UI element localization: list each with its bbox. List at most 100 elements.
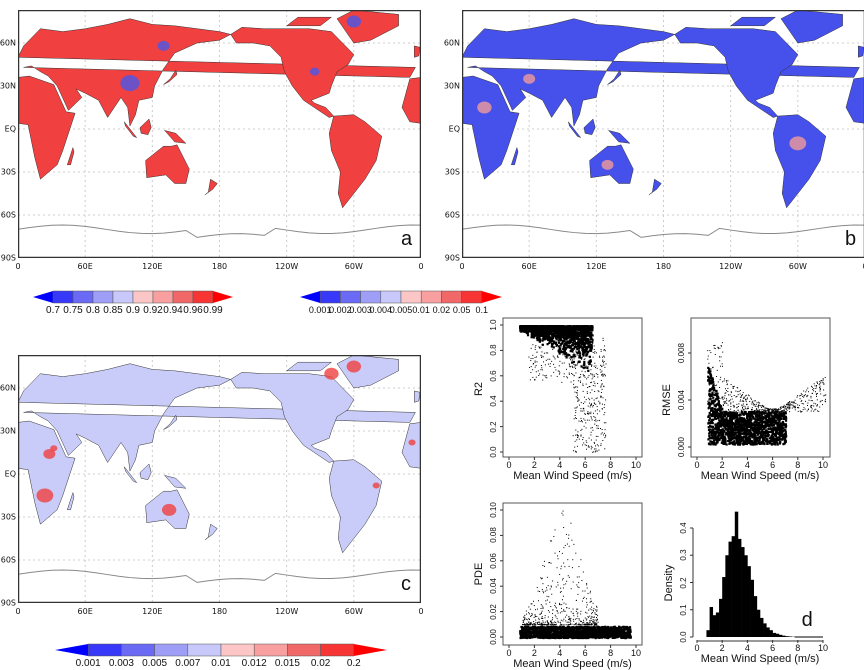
scatter-point [601, 349, 602, 350]
scatter-point [540, 325, 542, 327]
scatter-point [573, 354, 575, 356]
scatter-point [545, 326, 547, 328]
scatter-point [778, 409, 779, 410]
scatter-point [537, 328, 539, 330]
scatter-point [563, 351, 565, 353]
scatter-point [569, 327, 571, 329]
scatter-point [532, 329, 534, 331]
scatter-point [590, 325, 592, 327]
scatter-point [777, 429, 779, 431]
scatter-point [728, 420, 730, 422]
scatter-point [749, 412, 751, 414]
scatter-point [773, 439, 775, 441]
scatter-point [580, 340, 582, 342]
scatter-point [567, 326, 569, 328]
scatter-point [758, 428, 760, 430]
scatter-point [576, 352, 577, 353]
scatter-point [581, 341, 583, 343]
scatter-point [576, 636, 578, 638]
scatter-point [562, 326, 564, 328]
scatter-point [548, 342, 550, 344]
scatter-point [787, 404, 788, 405]
scatter-point [591, 630, 593, 632]
scatter-point [753, 412, 755, 414]
scatter-point [534, 380, 535, 381]
scatter-point [523, 327, 525, 329]
scatter-point [750, 427, 752, 429]
scatter-point [570, 628, 572, 630]
scatter-point [758, 437, 760, 439]
scatter-point [723, 422, 725, 424]
scatter-point [741, 419, 743, 421]
scatter-point [578, 325, 580, 327]
scatter-point [718, 425, 720, 427]
scatter-point [782, 427, 784, 429]
scatter-point [717, 436, 719, 438]
lon-label: 60E [522, 262, 537, 271]
scatter-point [534, 330, 536, 332]
scatter-point [553, 633, 555, 635]
scatter-point [775, 413, 777, 415]
scatter-point [820, 386, 821, 387]
scatter-point [755, 438, 757, 440]
scatter-point [521, 325, 523, 327]
scatter-point [758, 429, 760, 431]
scatter-point [709, 380, 711, 382]
scatter-point [594, 443, 595, 444]
scatter-point [739, 420, 741, 422]
scatter-point [582, 325, 584, 327]
scatter-point [554, 330, 556, 332]
scatter-point [584, 338, 586, 340]
scatter-point [567, 626, 569, 628]
scatter-point [578, 630, 580, 632]
scatter-point [752, 436, 754, 438]
scatter-point [566, 630, 568, 632]
scatter-point [588, 328, 590, 330]
scatter-point [558, 637, 560, 639]
scatter-point [779, 413, 781, 415]
scatter-point [558, 636, 560, 638]
scatter-point [590, 325, 592, 327]
scatter-point [711, 419, 713, 421]
scatter-point [825, 394, 826, 395]
scatter-point [535, 327, 537, 329]
scatter-point [535, 627, 537, 629]
scatter-point [749, 438, 751, 440]
scatter-point [536, 628, 538, 630]
y-tick-label: 1.0 [489, 319, 498, 330]
scatter-point [559, 630, 561, 632]
scatter-point [713, 394, 715, 396]
scatter-point [763, 436, 765, 438]
scatter-point [760, 420, 762, 422]
scatter-point [523, 325, 525, 327]
scatter-point [737, 428, 739, 430]
scatter-point [542, 380, 543, 381]
scatter-point [711, 442, 713, 444]
scatter-point [728, 439, 730, 441]
scatter-point [756, 429, 758, 431]
scatter-point [575, 335, 577, 337]
scatter-point [552, 626, 554, 628]
scatter-point [573, 332, 575, 334]
scatter-point [595, 421, 596, 422]
scatter-point [565, 326, 567, 328]
scatter-point [553, 325, 555, 327]
scatter-point [752, 433, 754, 435]
scatter-point [563, 636, 565, 638]
scatter-point [582, 329, 584, 331]
y-tick-label: 0.000 [677, 437, 686, 457]
scatter-point [739, 424, 741, 426]
scatter-point [773, 426, 775, 428]
scatter-point [539, 327, 541, 329]
scatter-point [571, 336, 573, 338]
land-nz [649, 179, 661, 195]
scatter-point [718, 419, 720, 421]
scatter-point [592, 374, 593, 375]
lon-label: 0 [15, 607, 20, 616]
scatter-point [801, 401, 802, 402]
scatter-point [746, 404, 747, 405]
scatter-point [717, 426, 719, 428]
scatter-point [743, 398, 744, 399]
lat-label: 90S [1, 254, 16, 263]
scatter-point [521, 327, 523, 329]
